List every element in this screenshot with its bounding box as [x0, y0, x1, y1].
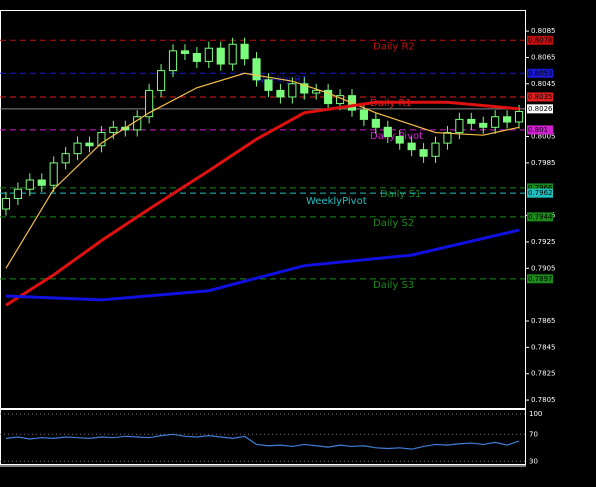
- candle-body: [180, 50, 190, 54]
- candle-body: [97, 132, 106, 147]
- level-tag: [527, 188, 553, 198]
- moving-average: [5, 100, 520, 307]
- candle-body: [467, 118, 476, 124]
- candle-body: [204, 47, 213, 62]
- level-tag-label: 0.7966: [528, 184, 553, 192]
- y-tick-label: 0.7865: [531, 317, 556, 325]
- level-tag: [527, 212, 553, 222]
- level-name: WeeklyPivot: [306, 196, 367, 207]
- candle-body: [37, 179, 46, 186]
- candle-body: [1, 197, 11, 210]
- candle-body: [73, 142, 82, 155]
- candle-body: [300, 83, 309, 94]
- y-tick-label: 0.8085: [531, 27, 556, 35]
- candle-body: [192, 52, 201, 62]
- y-tick-label: 0.8065: [531, 53, 556, 61]
- candle-body: [479, 122, 488, 128]
- level-name: Daily S2: [373, 218, 414, 229]
- candle-body: [491, 116, 500, 128]
- candle-body: [228, 43, 237, 65]
- level-tag: [527, 274, 553, 284]
- candle-body: [168, 50, 178, 72]
- candle-body: [407, 142, 416, 151]
- level-tag: [527, 183, 553, 193]
- level-tag: [527, 92, 553, 102]
- candle-body: [85, 142, 94, 147]
- candle-body: [514, 110, 524, 123]
- level-name: Daily R2: [373, 41, 415, 52]
- level-tag-label: 0.8035: [528, 93, 553, 101]
- level-tag: [527, 125, 553, 135]
- candle-body: [109, 126, 118, 134]
- candle-body: [359, 109, 369, 120]
- y-tick-label: 0.8005: [531, 133, 556, 141]
- level-tag-label: 0.8078: [528, 36, 553, 44]
- main-frame: [0, 10, 526, 409]
- candle-body: [61, 153, 70, 164]
- oscillator-line: [5, 433, 520, 450]
- candle-body: [25, 179, 34, 190]
- candle-body: [240, 43, 249, 60]
- candle-body: [49, 162, 58, 186]
- last-price-tag: [527, 104, 553, 114]
- y-tick-label: 0.7805: [531, 396, 556, 404]
- moving-average: [5, 228, 520, 302]
- level-tag-label: 0.7897: [528, 275, 553, 283]
- candle-body: [503, 116, 512, 123]
- y-tick-label: 0.7845: [531, 343, 556, 351]
- level-name: Daily S1: [380, 189, 421, 200]
- y-tick-label: 0.7925: [531, 238, 556, 246]
- level-tag-label: 0.7962: [528, 189, 553, 197]
- candle-body: [145, 89, 154, 118]
- candle-body: [216, 47, 225, 65]
- level-name: Daily S3: [373, 280, 414, 291]
- y-tick-label: 70: [529, 430, 538, 438]
- y-tick-label: 0.8045: [531, 80, 556, 88]
- level-tag-label: 0.8053: [528, 69, 553, 77]
- y-tick-label: 100: [529, 410, 542, 418]
- y-tick-label: 0.7905: [531, 264, 556, 272]
- candle-body: [252, 58, 261, 81]
- candle-body: [157, 70, 166, 91]
- y-tick-label: 0.7825: [531, 370, 556, 378]
- y-tick-label: 0.7985: [531, 159, 556, 167]
- candle-body: [324, 89, 333, 105]
- candle-body: [395, 136, 404, 144]
- candle-body: [13, 188, 22, 199]
- candle-body: [419, 149, 428, 157]
- y-tick-label: 30: [529, 457, 538, 465]
- candle-body: [383, 126, 392, 138]
- candle-body: [288, 83, 297, 98]
- candle-body: [276, 89, 285, 98]
- level-tag-label: 0.7944: [528, 213, 553, 221]
- candle-body: [312, 89, 321, 94]
- oscillator-frame: [0, 409, 526, 465]
- candle-body: [443, 132, 452, 144]
- last-price-label: 0.8026: [528, 105, 553, 113]
- level-tag-label: 0.801: [528, 126, 548, 134]
- candle-body: [371, 118, 380, 128]
- moving-average: [5, 72, 520, 269]
- candle-body: [455, 118, 464, 134]
- candle-body: [264, 79, 273, 91]
- candle-body: [431, 142, 440, 157]
- level-tag: [527, 35, 553, 45]
- level-tag: [527, 68, 553, 78]
